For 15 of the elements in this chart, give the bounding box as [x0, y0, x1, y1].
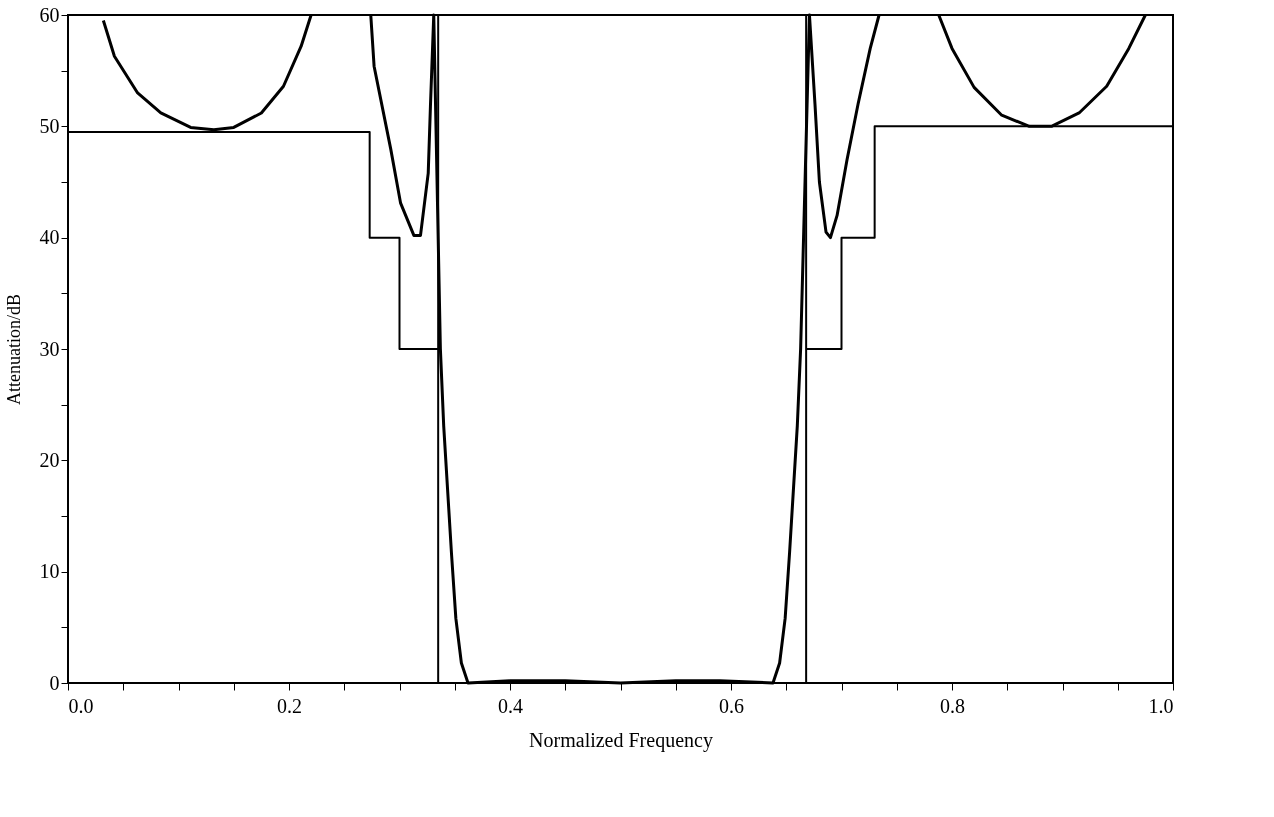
y-tick-label: 10: [39, 560, 60, 583]
x-tick-label: 0.0: [68, 694, 94, 717]
y-tick-label: 20: [39, 448, 60, 471]
x-tick-label: 0.8: [940, 694, 965, 717]
y-tick-label: 30: [39, 337, 60, 360]
y-axis-title: Attenuation/dB: [3, 294, 24, 405]
y-tick-label: 0: [49, 671, 60, 694]
x-tick-label: 1.0: [1148, 694, 1174, 717]
y-tick-label: 50: [39, 114, 60, 137]
y-tick-label: 40: [39, 226, 60, 249]
x-axis-title: Normalized Frequency: [529, 728, 713, 752]
x-tick-label: 0.2: [277, 694, 302, 717]
x-tick-label: 0.6: [719, 694, 744, 717]
x-tick-label: 0.4: [498, 694, 523, 717]
y-tick-label: 60: [39, 3, 60, 26]
